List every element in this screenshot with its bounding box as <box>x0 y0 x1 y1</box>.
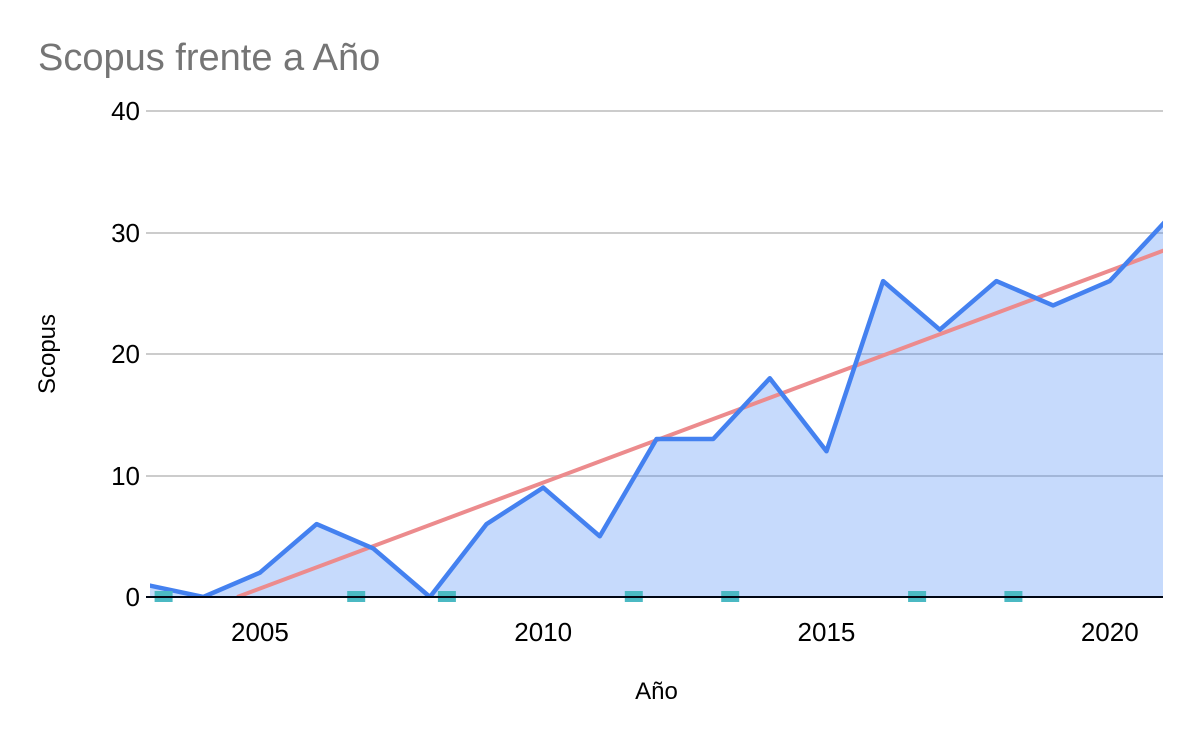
y-tick-label: 0 <box>125 582 140 612</box>
x-tick-label: 2010 <box>514 617 573 647</box>
scopus-area-fill <box>150 223 1163 597</box>
x-tick-label: 2005 <box>230 617 289 647</box>
x-axis-title: Año <box>635 678 678 705</box>
x-axis-line <box>146 596 1163 598</box>
gridline <box>146 231 1163 234</box>
gridline <box>146 474 1163 477</box>
y-axis-title: Scopus <box>34 313 61 395</box>
plot-svg <box>150 220 1163 602</box>
trendline <box>236 248 1163 597</box>
y-tick-label: 30 <box>111 217 140 248</box>
chart-title: Scopus frente a Año <box>38 37 381 79</box>
y-tick-label: 20 <box>111 339 140 369</box>
scopus-line <box>150 220 1163 597</box>
y-tick-label: 40 <box>111 96 140 126</box>
gridline <box>146 353 1163 355</box>
x-tick-label: 2015 <box>797 617 856 647</box>
y-tick-label: 10 <box>111 460 140 491</box>
gridline <box>146 110 1163 112</box>
x-tick-label: 2020 <box>1080 617 1139 647</box>
